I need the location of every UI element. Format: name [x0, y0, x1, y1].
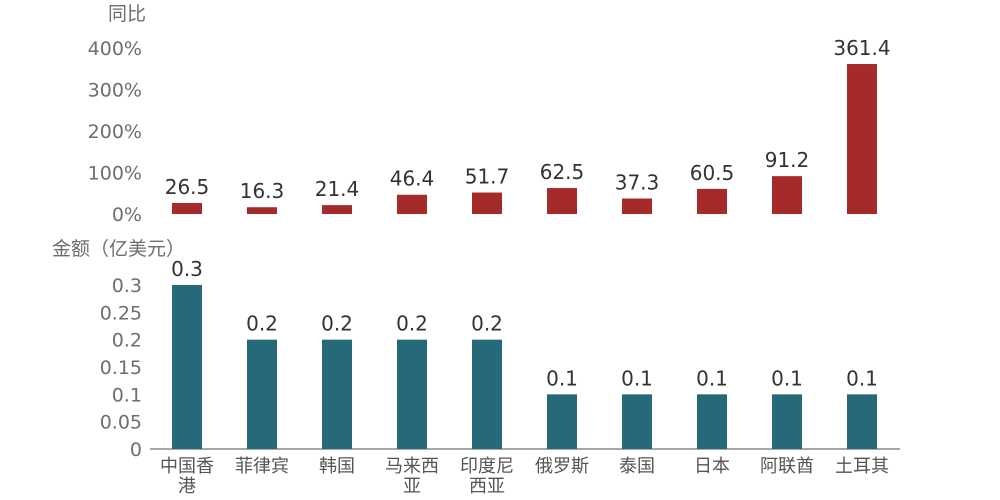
amount-tick-label: 0.3 — [112, 275, 142, 297]
amount-tick-label: 0.05 — [100, 412, 142, 434]
amount-data-label: 0.1 — [771, 366, 803, 390]
yoy-bar — [397, 194, 427, 214]
category-label: 土耳其 — [835, 456, 889, 477]
yoy-bar — [472, 192, 502, 214]
yoy-data-label: 62.5 — [540, 160, 585, 184]
amount-axis-title: 金额（亿美元） — [52, 238, 185, 260]
yoy-tick-label: 0% — [112, 204, 142, 226]
yoy-data-label: 26.5 — [165, 175, 210, 199]
amount-tick-label: 0.1 — [112, 384, 142, 406]
category-label: 印度尼 — [460, 456, 514, 477]
amount-data-label: 0.2 — [396, 312, 428, 336]
category-label: 亚 — [403, 476, 421, 497]
yoy-tick-label: 100% — [88, 163, 142, 185]
amount-data-label: 0.2 — [246, 312, 278, 336]
category-label: 马来西 — [385, 456, 439, 477]
amount-bar — [472, 339, 502, 449]
yoy-data-labels: 26.5 16.3 21.4 46.4 51.7 62.5 37.3 60.5 91.2 361.… — [165, 36, 891, 203]
amount-data-label: 0.2 — [321, 312, 353, 336]
yoy-data-label: 16.3 — [240, 179, 285, 203]
yoy-data-label: 51.7 — [465, 165, 510, 189]
yoy-tick-label: 300% — [88, 80, 142, 102]
category-label: 阿联酋 — [760, 456, 814, 477]
amount-y-ticks: 0.3 0.25 0.2 0.15 0.1 0.05 0 — [100, 275, 142, 461]
amount-tick-label: 0 — [130, 439, 142, 461]
yoy-bar — [547, 188, 577, 214]
amount-bar — [322, 339, 352, 449]
category-label: 日本 — [694, 456, 730, 477]
category-label: 俄罗斯 — [535, 456, 589, 477]
amount-tick-label: 0.15 — [100, 357, 142, 379]
amount-panel: 金额（亿美元） 0.3 0.25 0.2 0.15 0.1 0.05 0 0.3 0.2 0.2… — [52, 238, 900, 461]
amount-bar — [622, 394, 652, 449]
amount-bars — [172, 285, 877, 449]
yoy-data-label: 91.2 — [765, 148, 810, 172]
amount-data-label: 0.1 — [696, 366, 728, 390]
category-label: 菲律宾 — [235, 456, 289, 477]
yoy-axis-title: 同比 — [108, 3, 146, 25]
amount-bar — [247, 339, 277, 449]
amount-data-label: 0.1 — [546, 366, 578, 390]
amount-data-label: 0.2 — [471, 312, 503, 336]
yoy-data-label: 37.3 — [615, 171, 660, 195]
yoy-bar — [247, 207, 277, 214]
yoy-tick-label: 400% — [88, 38, 142, 60]
yoy-growth-panel: 同比 400% 300% 200% 100% 0% 26.5 16.3 21.4 46.4 51… — [88, 3, 891, 226]
amount-bar — [697, 394, 727, 449]
yoy-data-label: 21.4 — [315, 177, 360, 201]
amount-bar — [847, 394, 877, 449]
category-label: 港 — [178, 476, 196, 497]
category-label: 西亚 — [469, 476, 505, 497]
yoy-bar — [322, 205, 352, 214]
yoy-bar — [172, 203, 202, 214]
amount-data-label: 0.1 — [621, 366, 653, 390]
category-label: 泰国 — [619, 456, 655, 477]
yoy-bar — [772, 176, 802, 214]
category-label: 中国香 — [160, 456, 214, 477]
amount-bar — [397, 339, 427, 449]
yoy-y-ticks: 400% 300% 200% 100% 0% — [88, 38, 142, 226]
category-label: 韩国 — [319, 456, 355, 477]
amount-data-labels: 0.3 0.2 0.2 0.2 0.2 0.1 0.1 0.1 0.1 0.1 — [171, 257, 878, 390]
yoy-bar — [697, 188, 727, 214]
yoy-bars — [172, 64, 877, 214]
yoy-bar — [847, 64, 877, 214]
yoy-data-label: 46.4 — [390, 167, 435, 191]
amount-tick-label: 0.25 — [100, 302, 142, 324]
amount-bar — [547, 394, 577, 449]
yoy-bar — [622, 198, 652, 214]
amount-tick-label: 0.2 — [112, 330, 142, 352]
yoy-data-label: 60.5 — [690, 161, 735, 185]
amount-data-label: 0.3 — [171, 257, 203, 281]
yoy-data-label: 361.4 — [833, 36, 890, 60]
amount-bar — [172, 285, 202, 449]
amount-bar — [772, 394, 802, 449]
amount-data-label: 0.1 — [846, 366, 878, 390]
yoy-tick-label: 200% — [88, 121, 142, 143]
